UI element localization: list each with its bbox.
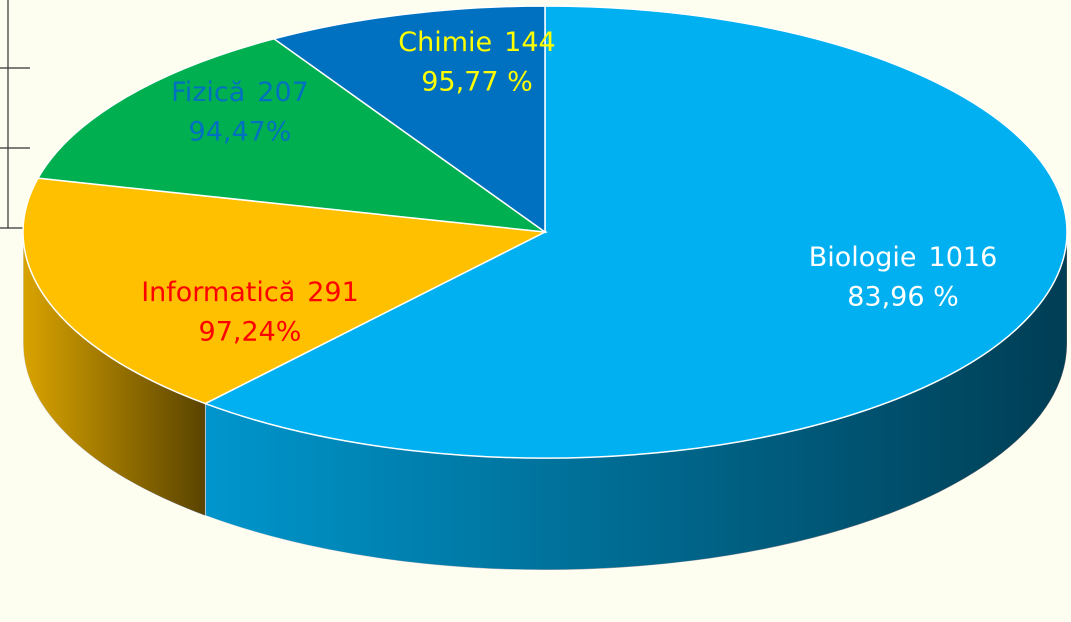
data-label: Chimie 144 95,77 % bbox=[398, 27, 555, 98]
table-fragment bbox=[0, 0, 30, 229]
category-name: Fizică bbox=[171, 77, 245, 108]
value-label: 144 bbox=[504, 27, 556, 58]
rate-label: 83,96 % bbox=[847, 282, 959, 313]
label-line: Chimie 144 bbox=[398, 27, 555, 58]
data-label: Biologie 1016 83,96 % bbox=[809, 242, 998, 313]
label-line: Biologie 1016 bbox=[809, 242, 998, 273]
slice bbox=[203, 5, 1068, 459]
rate-label: 97,24% bbox=[199, 317, 302, 348]
rate-label: 95,77 % bbox=[421, 67, 533, 98]
category-name: Chimie bbox=[398, 27, 492, 58]
data-label: Fizică 207 94,47% bbox=[171, 77, 309, 148]
slice bbox=[272, 5, 546, 234]
value-label: 291 bbox=[307, 277, 359, 308]
rate-label: 94,47% bbox=[189, 117, 292, 148]
value-label: 1016 bbox=[929, 242, 998, 273]
slice-side-shade bbox=[205, 232, 1067, 570]
category-name: Biologie bbox=[809, 242, 917, 273]
label-line: Informatică 291 bbox=[141, 277, 359, 308]
slice bbox=[36, 38, 548, 234]
category-name: Informatică bbox=[141, 277, 295, 308]
slice bbox=[22, 177, 548, 405]
label-line: Fizică 207 bbox=[171, 77, 309, 108]
slice-side-shade bbox=[23, 232, 206, 516]
value-label: 207 bbox=[257, 77, 309, 108]
